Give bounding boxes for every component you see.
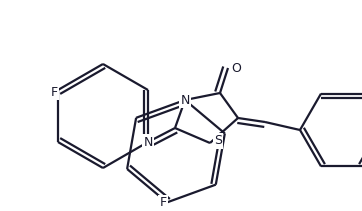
Text: F: F [50,85,58,99]
Text: N: N [143,135,153,149]
Text: F: F [159,196,167,209]
Text: N: N [180,93,190,107]
Text: O: O [231,61,241,74]
Text: S: S [214,134,222,147]
